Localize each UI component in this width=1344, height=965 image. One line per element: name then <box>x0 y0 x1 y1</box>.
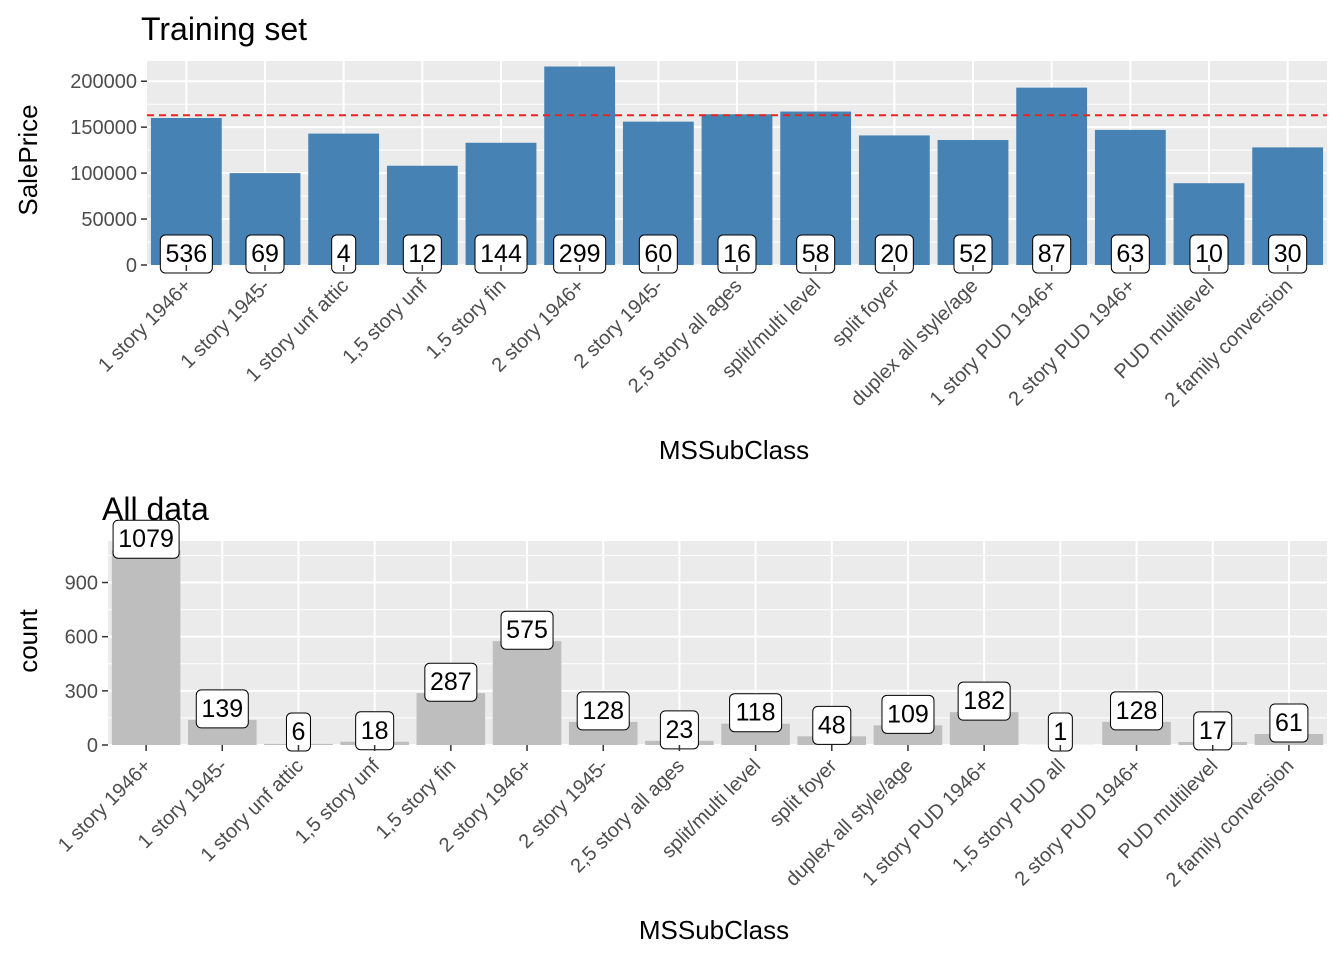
all-data-count-value: 6 <box>292 718 306 746</box>
training-set-count-value: 52 <box>959 240 987 268</box>
training-set-x-axis: 1 story 1946+1 story 1945-1 story unf at… <box>94 265 1297 412</box>
all-data-count-value: 139 <box>201 695 243 723</box>
all-data-count-label-duplex-all-style-age: 109 <box>882 695 934 733</box>
all-data-count-value: 61 <box>1275 709 1303 737</box>
training-set-count-value: 58 <box>802 240 830 268</box>
all-data-x-tick-label-2-story-pud-1946: 2 story PUD 1946+ <box>1011 755 1146 890</box>
all-data-count-value: 48 <box>818 711 846 739</box>
all-data-count-label-split-foyer: 48 <box>813 706 851 744</box>
all-data-count-value: 109 <box>887 700 929 728</box>
all-data-count-label-2-5-story-all-ages: 23 <box>660 711 698 749</box>
training-set-y-tick-label: 50000 <box>81 209 137 231</box>
all-data-x-tick-label-2-family-conversion: 2 family conversion <box>1162 755 1299 892</box>
training-set-count-value: 299 <box>559 240 601 268</box>
all-data-count-value: 287 <box>430 668 472 696</box>
training-set-count-value: 60 <box>644 240 672 268</box>
training-set-count-value: 20 <box>880 240 908 268</box>
training-set-x-tick-label-1-5-story-unf: 1,5 story unf <box>338 275 432 369</box>
all-data-count-value: 23 <box>666 716 694 744</box>
all-data-count-label-1-story-1946: 1079 <box>113 520 179 558</box>
all-data-count-label-pud-multilevel: 17 <box>1194 712 1232 750</box>
all-data-count-value: 575 <box>506 616 548 644</box>
training-set-y-axis: 0 50000 100000 150000 200000 <box>70 71 147 277</box>
all-data-count-value: 118 <box>736 699 776 727</box>
training-set-panel: Training set 536 69 4 12 144 299 60 16 58 20 52 87 6… <box>13 11 1327 465</box>
all-data-y-tick-label: 600 <box>65 627 98 649</box>
training-set-count-value: 16 <box>723 240 751 268</box>
all-data-count-value: 1 <box>1053 718 1067 746</box>
training-set-count-labels: 536 69 4 12 144 299 60 16 58 20 52 87 63 10 30 <box>160 235 1306 273</box>
all-data-y-axis: 0 300 600 900 <box>65 573 108 757</box>
all-data-x-axis: 1 story 1946+1 story 1945-1 story unf at… <box>54 745 1298 892</box>
all-data-count-value: 1079 <box>118 525 174 553</box>
training-set-y-axis-title: SalePrice <box>13 104 43 215</box>
all-data-bar-2-story-1946 <box>493 641 562 745</box>
all-data-y-tick-label: 0 <box>87 735 98 757</box>
training-set-count-value: 63 <box>1116 240 1144 268</box>
all-data-y-tick-label: 900 <box>65 573 98 595</box>
training-set-y-tick-label: 200000 <box>70 71 137 93</box>
all-data-count-label-1-story-pud-1946: 182 <box>958 682 1010 720</box>
training-set-y-tick-label: 150000 <box>70 117 137 139</box>
training-set-y-tick-label: 0 <box>126 255 137 277</box>
all-data-count-label-1-5-story-unf: 18 <box>356 712 394 750</box>
all-data-y-tick-label: 300 <box>65 681 98 703</box>
all-data-x-tick-label-duplex-all-style-age: duplex all style/age <box>782 755 918 891</box>
all-data-count-label-2-story-1945: 128 <box>577 692 629 730</box>
training-set-count-value: 536 <box>165 240 207 268</box>
all-data-y-axis-title: count <box>13 608 43 672</box>
all-data-count-value: 128 <box>1116 697 1158 725</box>
training-set-count-value: 12 <box>408 240 436 268</box>
all-data-bar-1-story-1946 <box>112 550 181 745</box>
training-set-count-value: 87 <box>1038 240 1066 268</box>
all-data-count-label-2-story-pud-1946: 128 <box>1111 692 1163 730</box>
all-data-x-axis-title: MSSubClass <box>639 915 789 945</box>
all-data-count-label-1-5-story-fin: 287 <box>425 663 477 701</box>
training-set-count-value: 30 <box>1274 240 1302 268</box>
training-set-x-axis-title: MSSubClass <box>659 435 809 465</box>
all-data-count-label-split-multi-level: 118 <box>730 694 782 732</box>
training-set-count-value: 4 <box>337 240 351 268</box>
training-set-title: Training set <box>141 11 307 47</box>
all-data-count-label-2-family-conversion: 61 <box>1270 704 1308 742</box>
all-data-x-tick-label-split-foyer: split foyer <box>765 755 841 831</box>
all-data-count-label-2-story-1946: 575 <box>501 611 553 649</box>
training-set-count-value: 69 <box>251 240 279 268</box>
all-data-count-label-1-story-1945: 139 <box>196 690 248 728</box>
training-set-y-tick-label: 100000 <box>70 163 137 185</box>
training-set-count-value: 144 <box>480 240 522 268</box>
all-data-count-value: 128 <box>582 697 624 725</box>
all-data-count-value: 182 <box>963 687 1005 715</box>
training-set-count-value: 10 <box>1195 240 1223 268</box>
all-data-count-value: 17 <box>1199 717 1227 745</box>
training-set-x-tick-label-split-foyer: split foyer <box>828 275 904 351</box>
all-data-x-tick-label-1-story-pud-1946: 1 story PUD 1946+ <box>858 755 993 890</box>
training-set-x-tick-label-2-family-conversion: 2 family conversion <box>1161 275 1298 412</box>
all-data-count-value: 18 <box>361 717 389 745</box>
